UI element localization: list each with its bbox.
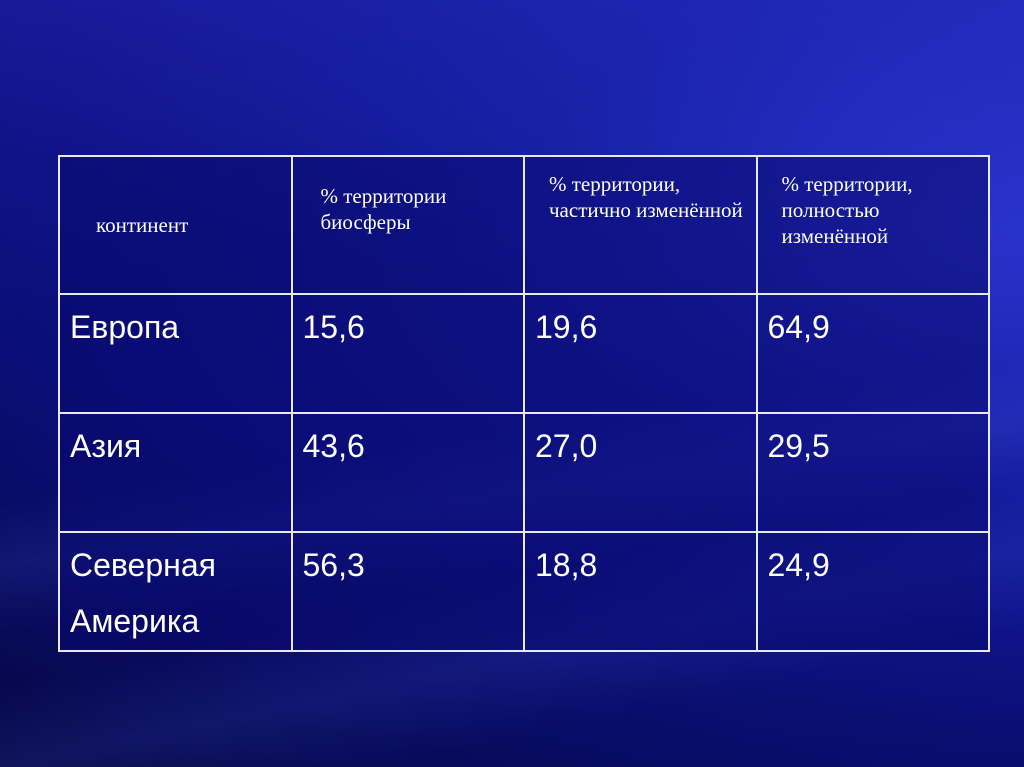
- table-cell: Северная Америка: [58, 531, 293, 652]
- header-cell: континент: [58, 155, 293, 295]
- header-cell: % территории, частично изменённой: [523, 155, 758, 295]
- table-cell: 64,9: [755, 293, 990, 414]
- table-cell: 19,6: [523, 293, 758, 414]
- table-cell: Азия: [58, 412, 293, 533]
- table-row: Азия 43,6 27,0 29,5: [58, 412, 990, 533]
- table-cell: 27,0: [523, 412, 758, 533]
- table-cell: 56,3: [290, 531, 525, 652]
- header-cell: % территории биосферы: [290, 155, 525, 295]
- continent-territory-table: континент % территории биосферы % террит…: [58, 155, 990, 652]
- table-cell: 24,9: [755, 531, 990, 652]
- table-cell: 15,6: [290, 293, 525, 414]
- table-cell: 43,6: [290, 412, 525, 533]
- table-cell: 29,5: [755, 412, 990, 533]
- table-header-row: континент % территории биосферы % террит…: [58, 155, 990, 295]
- table-cell: 18,8: [523, 531, 758, 652]
- table-row: Европа 15,6 19,6 64,9: [58, 293, 990, 414]
- table-cell: Европа: [58, 293, 293, 414]
- table-row: Северная Америка 56,3 18,8 24,9: [58, 531, 990, 652]
- header-cell: % территории, полностью изменённой: [755, 155, 990, 295]
